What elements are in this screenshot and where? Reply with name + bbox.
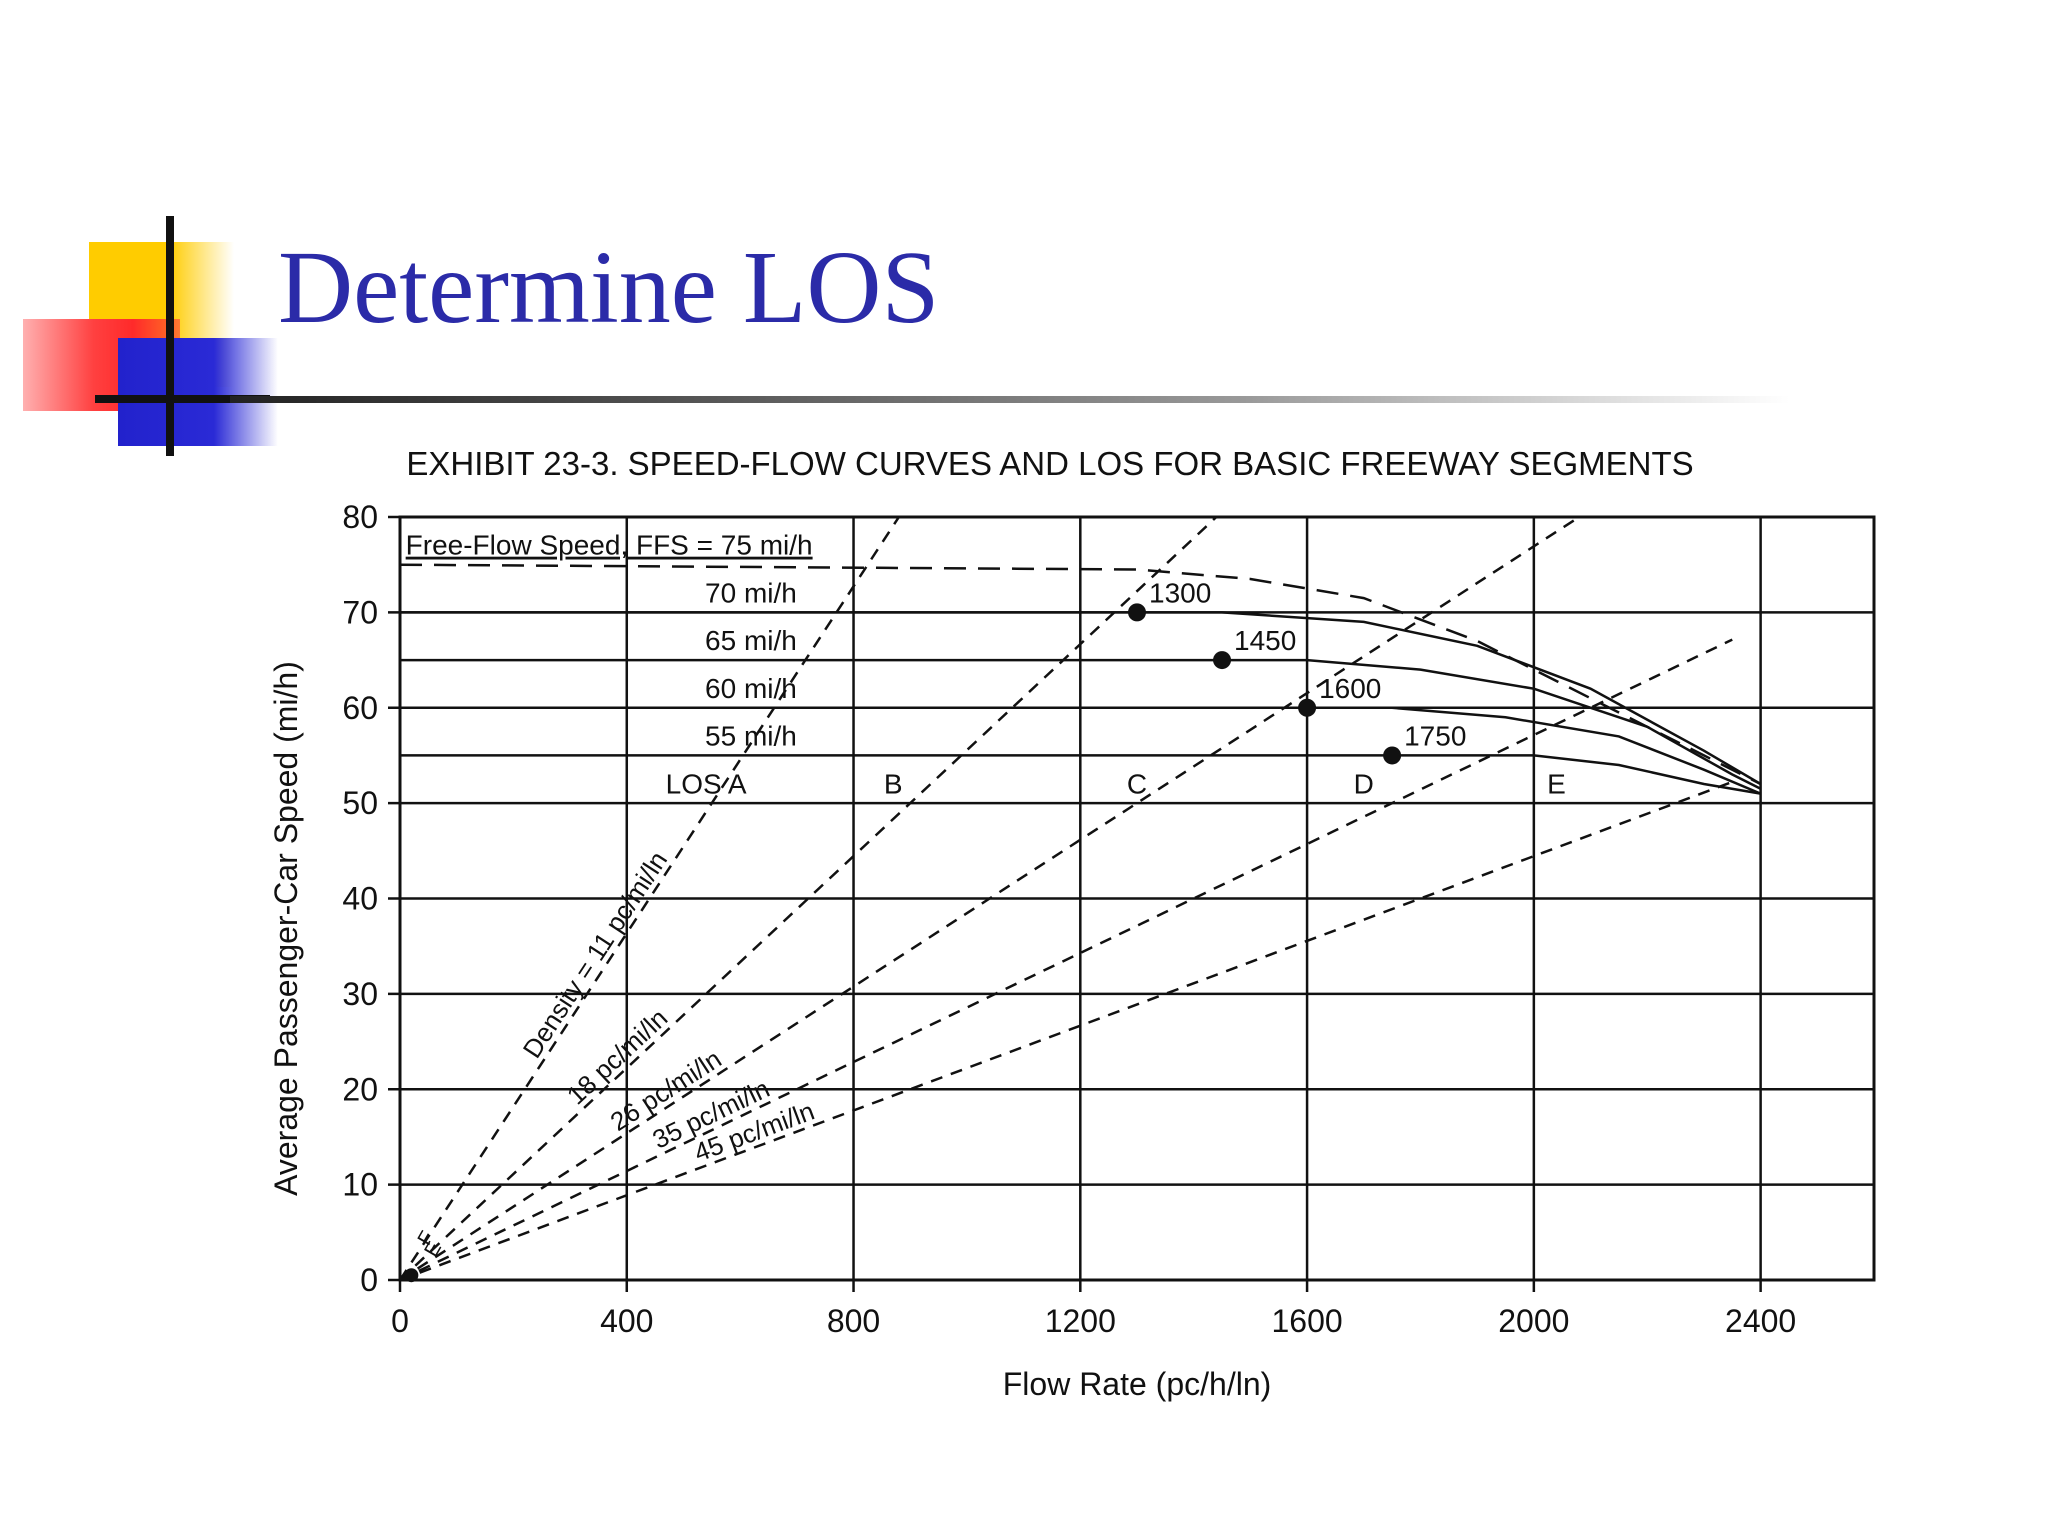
chart-title: EXHIBIT 23-3. SPEED-FLOW CURVES AND LOS … bbox=[406, 445, 1693, 482]
x-tick-label: 0 bbox=[391, 1303, 409, 1339]
x-tick-label: 2400 bbox=[1725, 1303, 1796, 1339]
ffs-curve-label: Free-Flow Speed, FFS = 75 mi/h bbox=[406, 530, 813, 561]
y-tick-label: 0 bbox=[360, 1262, 378, 1298]
speed-flow-curve bbox=[400, 706, 1762, 795]
decor-vertical-bar bbox=[166, 216, 174, 456]
y-axis-label: Average Passenger-Car Speed (mi/h) bbox=[268, 661, 304, 1196]
density-line bbox=[399, 516, 1218, 1281]
x-tick-label: 400 bbox=[600, 1303, 653, 1339]
breakpoint-marker bbox=[1128, 603, 1146, 622]
breakpoints bbox=[404, 603, 1402, 1283]
ffs-curve-label: 65 mi/h bbox=[705, 625, 797, 656]
speed-flow-curve bbox=[400, 611, 1762, 786]
ffs-curve-label: 55 mi/h bbox=[705, 720, 797, 751]
y-tick-label: 10 bbox=[342, 1167, 378, 1203]
y-tick-label: 70 bbox=[342, 594, 378, 630]
y-tick-label: 50 bbox=[342, 785, 378, 821]
breakpoint-marker bbox=[1298, 698, 1317, 717]
chart-labels: 0 400 800 1200 1600 2000 2400 0 10 20 30 40 50 60 70 80… bbox=[342, 499, 1796, 1339]
speed-flow-curve bbox=[400, 658, 1762, 790]
y-tick-label: 30 bbox=[342, 976, 378, 1012]
los-label: D bbox=[1354, 769, 1374, 800]
breakpoint-label: 1750 bbox=[1404, 720, 1466, 751]
los-label: LOS A bbox=[666, 769, 747, 800]
x-tick-label: 2000 bbox=[1498, 1303, 1569, 1339]
breakpoint-label: 1450 bbox=[1234, 625, 1296, 656]
density-line bbox=[399, 515, 1580, 1282]
x-tick-label: 800 bbox=[827, 1303, 880, 1339]
speed-flow-curves bbox=[399, 563, 1762, 795]
density-line bbox=[398, 516, 900, 1281]
plot-frame bbox=[398, 515, 1876, 1282]
density-lines bbox=[398, 515, 1733, 1282]
speed-flow-curve bbox=[399, 563, 1762, 786]
breakpoint-label: 1600 bbox=[1319, 673, 1381, 704]
breakpoint-marker bbox=[1383, 746, 1402, 765]
y-tick-label: 80 bbox=[342, 499, 378, 535]
density-line bbox=[399, 638, 1733, 1282]
y-tick-label: 20 bbox=[342, 1071, 378, 1107]
ffs-curve-label: 60 mi/h bbox=[705, 673, 797, 704]
breakpoint-label: 1300 bbox=[1149, 577, 1211, 608]
decor-horizontal-bar bbox=[95, 395, 270, 403]
x-tick-label: 1200 bbox=[1045, 1303, 1116, 1339]
title-underline bbox=[230, 396, 1790, 403]
decor-blue-square bbox=[118, 338, 278, 446]
slide-title: Determine LOS bbox=[278, 230, 940, 345]
speed-flow-curve bbox=[400, 754, 1761, 795]
los-label: E bbox=[1547, 769, 1566, 800]
x-axis-label: Flow Rate (pc/h/ln) bbox=[1003, 1366, 1272, 1402]
x-tick-label: 1600 bbox=[1271, 1303, 1342, 1339]
los-label: C bbox=[1127, 769, 1147, 800]
los-label: B bbox=[884, 769, 903, 800]
density-line bbox=[399, 780, 1733, 1282]
ffs-curve-label: 70 mi/h bbox=[705, 577, 797, 608]
breakpoint-marker bbox=[1213, 651, 1232, 670]
y-tick-label: 60 bbox=[342, 690, 378, 726]
y-tick-label: 40 bbox=[342, 881, 378, 917]
